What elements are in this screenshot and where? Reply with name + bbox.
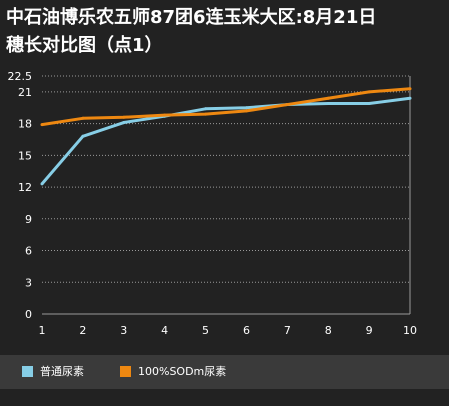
series-2-point-5	[204, 112, 208, 116]
x-tick-label-3: 4	[161, 324, 168, 337]
x-tick-label-4: 5	[202, 324, 209, 337]
series-1-point-8	[326, 102, 330, 106]
series-line-1	[40, 96, 411, 185]
series-line-2	[41, 87, 411, 127]
y-tick-label-8: 22.5	[8, 70, 33, 83]
legend-item-series-2[interactable]: 100%SODm尿素	[120, 365, 226, 379]
legend-swatch-series-2	[120, 365, 131, 377]
chart-title-line-1: 中石油博乐农五师87团6连玉米大区:8月21日	[6, 7, 377, 28]
series-2-point-1	[40, 123, 44, 127]
y-tick-label-0: 0	[25, 308, 32, 321]
series-2-point-3	[122, 115, 126, 119]
series-2-point-4	[163, 113, 167, 117]
y-tick-label-6: 18	[18, 118, 32, 131]
x-tick-label-1: 2	[79, 324, 86, 337]
series-1-point-1	[40, 182, 44, 186]
series-2-point-7	[285, 103, 289, 107]
series-1-point-6	[244, 106, 248, 110]
chart-legend: 普通尿素 100%SODm尿素	[0, 355, 449, 389]
x-tick-label-0: 1	[39, 324, 46, 337]
y-tick-label-5: 15	[18, 149, 32, 162]
legend-label-series-1: 普通尿素	[40, 365, 84, 378]
legend-item-series-1[interactable]: 普通尿素	[22, 365, 84, 379]
series-1-point-2	[81, 134, 85, 138]
footer-bar	[0, 389, 449, 406]
y-tick-label-1: 3	[25, 276, 32, 289]
x-tick-label-9: 10	[403, 324, 417, 337]
chart-title: 中石油博乐农五师87团6连玉米大区:8月21日 穗长对比图（点1）	[6, 4, 446, 60]
y-tick-label-7: 21	[18, 86, 32, 99]
series-1-point-5	[204, 107, 208, 111]
series-1-point-10	[408, 96, 412, 100]
x-tick-label-2: 3	[120, 324, 127, 337]
series-2-point-9	[367, 90, 371, 94]
y-tick-label-3: 9	[25, 213, 32, 226]
series-2-point-8	[326, 96, 330, 100]
y-tick-label-2: 6	[25, 245, 32, 258]
x-tick-label-5: 6	[243, 324, 250, 337]
y-tick-label-4: 12	[18, 181, 32, 194]
series-2-point-10	[408, 87, 412, 91]
x-tick-label-7: 8	[325, 324, 332, 337]
series-2-point-6	[244, 109, 248, 113]
legend-label-series-2: 100%SODm尿素	[138, 365, 227, 378]
legend-swatch-series-1	[22, 365, 33, 377]
x-tick-label-6: 7	[284, 324, 291, 337]
x-tick-label-8: 9	[366, 324, 373, 337]
series-2-point-2	[81, 116, 85, 120]
series-1-point-3	[122, 121, 126, 125]
chart-title-line-2: 穗长对比图（点1）	[6, 35, 163, 56]
series-1-point-9	[367, 102, 371, 106]
